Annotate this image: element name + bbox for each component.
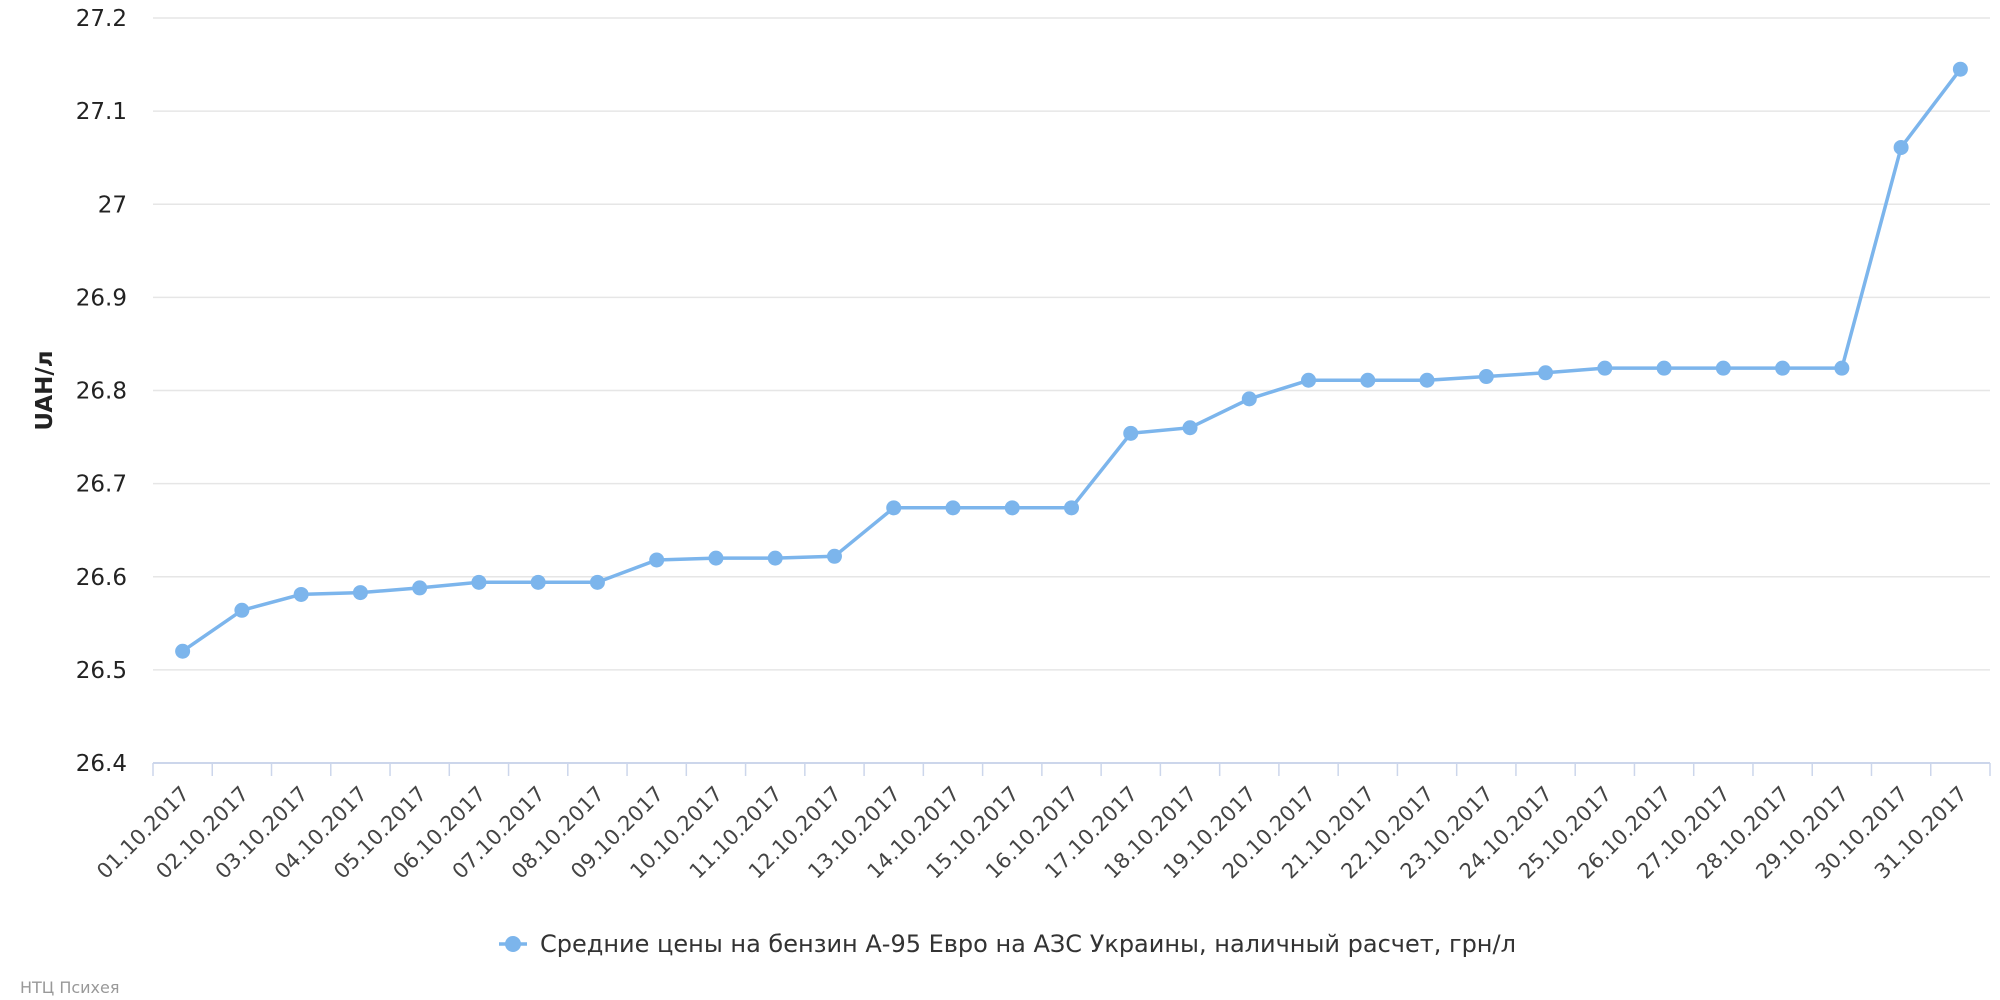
data-point[interactable]: [471, 574, 487, 590]
series-points: [175, 61, 1968, 659]
y-tick-label: 26.9: [76, 285, 127, 311]
y-tick-label: 26.8: [76, 379, 127, 405]
y-axis-label: UAH/л: [32, 350, 58, 430]
y-tick-label: 26.5: [76, 658, 127, 684]
data-point[interactable]: [1775, 360, 1791, 376]
data-point[interactable]: [1064, 500, 1079, 516]
data-point[interactable]: [1004, 500, 1020, 516]
legend[interactable]: Средние цены на бензин А-95 Евро на АЗС …: [499, 930, 1516, 958]
data-point[interactable]: [530, 574, 546, 590]
data-point[interactable]: [175, 643, 191, 659]
data-point[interactable]: [293, 586, 309, 602]
data-point[interactable]: [234, 602, 250, 618]
data-point[interactable]: [589, 574, 605, 590]
data-point[interactable]: [1360, 372, 1376, 388]
data-point[interactable]: [1597, 360, 1613, 376]
data-point[interactable]: [412, 580, 428, 596]
data-point[interactable]: [1893, 139, 1909, 155]
data-point[interactable]: [1656, 360, 1672, 376]
data-point[interactable]: [1419, 372, 1435, 388]
x-axis-tick-labels: 01.10.201702.10.201703.10.201704.10.2017…: [92, 782, 1972, 884]
data-point[interactable]: [1538, 365, 1554, 381]
legend-label[interactable]: Средние цены на бензин А-95 Евро на АЗС …: [540, 930, 1516, 958]
data-point[interactable]: [352, 585, 368, 601]
y-tick-label: 27.2: [76, 6, 127, 32]
y-tick-label: 26.4: [76, 751, 127, 777]
y-tick-label: 26.7: [76, 472, 127, 498]
data-point[interactable]: [767, 550, 783, 566]
data-point[interactable]: [1182, 420, 1198, 436]
credits[interactable]: НТЦ Психея: [20, 978, 119, 997]
data-point[interactable]: [1952, 61, 1968, 77]
legend-symbol-marker: [505, 936, 521, 952]
x-axis-tick-marks: [152, 763, 1991, 776]
data-point[interactable]: [826, 548, 842, 564]
grid-lines: [153, 17, 1990, 671]
y-axis-ticks: 26.4 26.5 26.6 26.7 26.8 26.9 27 27.1 27.2: [76, 6, 127, 777]
data-point[interactable]: [649, 552, 665, 568]
data-point[interactable]: [1241, 391, 1257, 407]
data-point[interactable]: [1715, 360, 1731, 376]
data-point[interactable]: [1301, 372, 1317, 388]
data-point[interactable]: [1123, 425, 1139, 441]
y-tick-label: 27.1: [76, 99, 127, 125]
data-point[interactable]: [1834, 360, 1850, 376]
y-tick-label: 27: [98, 192, 127, 218]
series-line: [181, 68, 1962, 653]
y-tick-label: 26.6: [76, 565, 127, 591]
data-point[interactable]: [708, 550, 724, 566]
data-point[interactable]: [886, 500, 902, 516]
data-point[interactable]: [945, 500, 961, 516]
data-point[interactable]: [1478, 369, 1494, 385]
